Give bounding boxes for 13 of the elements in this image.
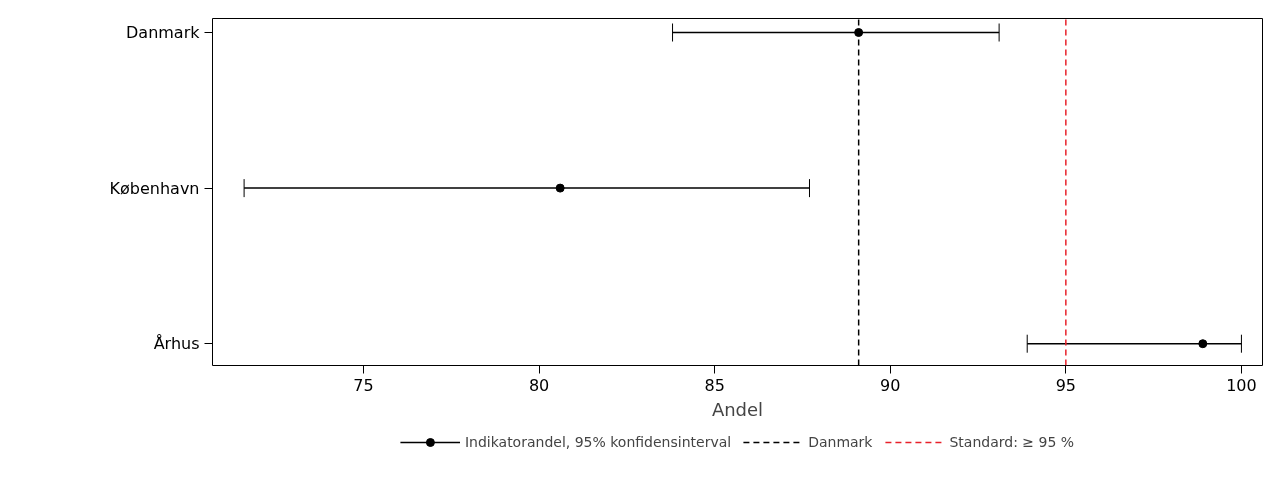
- x-axis-title: Andel: [711, 398, 764, 420]
- x-tick-label: 90: [880, 375, 901, 395]
- y-tick-label: Århus: [153, 334, 200, 354]
- y-tick-label: København: [109, 178, 200, 198]
- x-tick-label: 80: [528, 375, 550, 395]
- x-tick-label: 75: [353, 375, 374, 395]
- y-tick-label: Danmark: [126, 23, 201, 42]
- x-tick-label: 95: [1055, 375, 1077, 395]
- x-tick-label: 85: [704, 375, 725, 395]
- legend-label: Standard: ≥ 95 %: [949, 434, 1075, 450]
- legend-label: Danmark: [808, 434, 873, 450]
- x-tick-label: 100: [1226, 375, 1257, 395]
- legend-label: Indikatorandel, 95% konfidensinterval: [464, 434, 732, 450]
